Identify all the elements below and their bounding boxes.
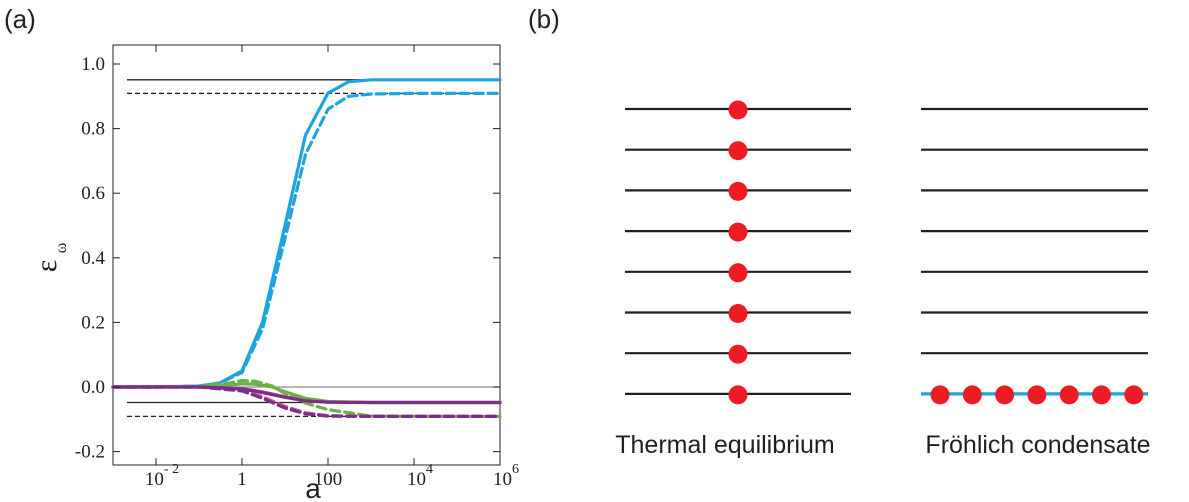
condensed-particle <box>1027 385 1047 405</box>
series-line-7 <box>111 385 502 418</box>
series-line-0 <box>111 78 502 389</box>
x-tick-label: 10- 2 <box>145 462 179 490</box>
x-ticks: 10- 2 1 100 104 106 <box>145 45 519 490</box>
particle <box>728 222 748 242</box>
particle <box>728 385 748 405</box>
y-axis-title-main: ε <box>30 260 63 273</box>
y-axis-title-subscript: ω <box>53 243 70 254</box>
condensed-particle <box>1124 385 1144 405</box>
frohlich-condensate-caption: Fröhlich condensate <box>925 431 1150 459</box>
condensed-particle <box>1092 385 1111 405</box>
plot-frame <box>112 44 501 466</box>
panel-b-label: (b) <box>528 4 560 34</box>
y-tick-label: 0.0 <box>81 377 105 398</box>
particle <box>728 304 748 323</box>
condensed-particle <box>995 385 1015 405</box>
line-chart: 1.0 0.8 0.6 0.4 0.2 0.0 -0.2 10- 2 1 100 104 106 a… <box>30 44 519 502</box>
y-tick-label: 1.0 <box>81 54 105 75</box>
particle <box>728 141 748 161</box>
x-tick-label: 104 <box>407 462 433 490</box>
condensed-particle <box>962 385 982 405</box>
condensed-particle <box>930 385 950 405</box>
series-group <box>111 78 502 418</box>
y-tick-label: -0.2 <box>75 442 105 463</box>
frohlich-condensate-levels <box>921 107 1148 405</box>
y-axis-title: ε ω <box>30 243 70 273</box>
energy-level-diagram: Thermal equilibrium Fröhlich condensate <box>615 100 1151 459</box>
x-tick-label: 1 <box>237 469 247 490</box>
panel-a-label: (a) <box>4 4 36 34</box>
particle <box>728 344 748 364</box>
y-tick-label: 0.4 <box>81 248 105 269</box>
thermal-equilibrium-levels <box>625 100 851 405</box>
thermal-equilibrium-caption: Thermal equilibrium <box>615 431 835 459</box>
particle <box>728 100 748 120</box>
y-tick-label: 0.6 <box>81 183 105 204</box>
condensed-particle <box>1059 385 1079 405</box>
x-tick-label: 106 <box>493 462 519 490</box>
y-tick-label: 0.2 <box>81 312 105 333</box>
y-ticks: 1.0 0.8 0.6 0.4 0.2 0.0 -0.2 <box>75 54 500 463</box>
x-axis-title: a <box>305 473 321 502</box>
particle <box>728 263 748 283</box>
y-tick-label: 0.8 <box>81 119 105 140</box>
x-tick-label: 100 <box>314 469 343 490</box>
particle <box>728 181 748 201</box>
series-line-6 <box>111 385 502 405</box>
